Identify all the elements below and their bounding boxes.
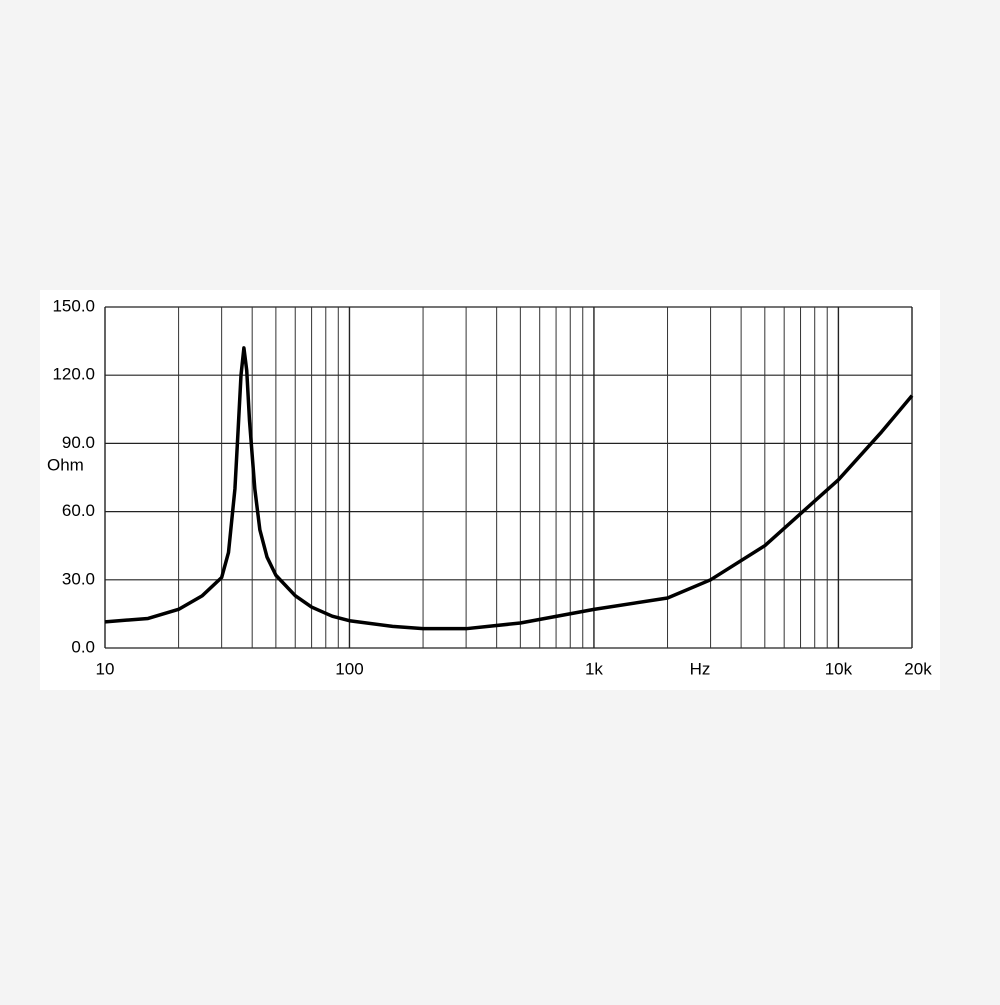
y-tick-label: 150.0: [52, 296, 95, 315]
y-tick-label: 90.0: [62, 433, 95, 452]
x-tick-label: 10k: [825, 659, 853, 678]
x-tick-label: 20k: [904, 659, 932, 678]
y-axis-label: Ohm: [47, 455, 84, 474]
chart-panel: [40, 290, 940, 690]
x-tick-label: 1k: [585, 659, 603, 678]
y-tick-label: 60.0: [62, 501, 95, 520]
x-axis-label: Hz: [690, 659, 711, 678]
y-tick-label: 0.0: [71, 637, 95, 656]
y-tick-label: 30.0: [62, 569, 95, 588]
x-tick-label: 10: [96, 659, 115, 678]
impedance-curve: [104, 346, 914, 631]
x-tick-label: 100: [335, 659, 363, 678]
y-tick-label: 120.0: [52, 365, 95, 384]
